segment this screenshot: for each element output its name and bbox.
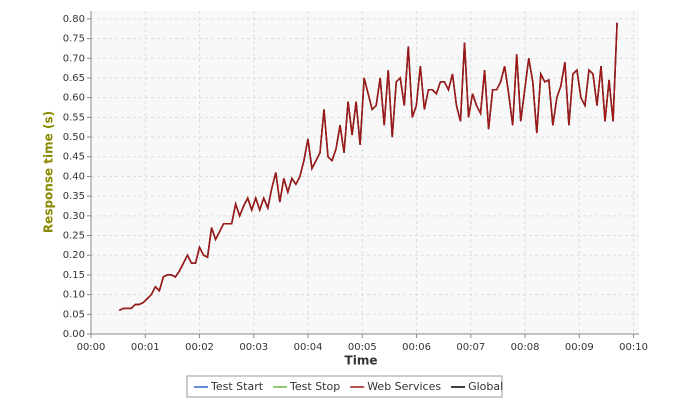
legend-label: Test Start bbox=[210, 380, 264, 393]
y-tick-label: 0.35 bbox=[63, 191, 85, 202]
x-tick-label: 00:05 bbox=[348, 342, 377, 353]
y-tick-label: 0.45 bbox=[63, 152, 85, 163]
x-tick-label: 00:09 bbox=[565, 342, 594, 353]
x-tick-label: 00:08 bbox=[511, 342, 540, 353]
y-tick-label: 0.30 bbox=[63, 211, 85, 222]
y-tick-label: 0.75 bbox=[63, 34, 85, 45]
y-tick-label: 0.80 bbox=[63, 14, 85, 25]
x-tick-label: 00:03 bbox=[239, 342, 268, 353]
x-tick-label: 00:00 bbox=[77, 342, 106, 353]
y-tick-label: 0.00 bbox=[63, 329, 85, 340]
legend-label: Test Stop bbox=[289, 380, 340, 393]
y-tick-label: 0.10 bbox=[63, 290, 85, 301]
x-tick-label: 00:06 bbox=[402, 342, 431, 353]
y-tick-label: 0.40 bbox=[63, 171, 85, 182]
x-tick-label: 00:02 bbox=[185, 342, 214, 353]
x-tick-label: 00:04 bbox=[294, 342, 323, 353]
y-tick-label: 0.60 bbox=[63, 93, 85, 104]
y-axis-label: Response time (s) bbox=[42, 111, 56, 233]
y-tick-label: 0.65 bbox=[63, 73, 85, 84]
plot-area bbox=[91, 11, 639, 334]
y-tick-label: 0.15 bbox=[63, 270, 85, 281]
y-tick-label: 0.55 bbox=[63, 112, 85, 123]
x-tick-label: 00:07 bbox=[456, 342, 485, 353]
y-tick-label: 0.50 bbox=[63, 132, 85, 143]
legend-label: Global bbox=[468, 380, 503, 393]
y-tick-label: 0.05 bbox=[63, 309, 85, 320]
legend bbox=[186, 375, 503, 398]
y-tick-label: 0.25 bbox=[63, 231, 85, 242]
x-tick-label: 00:10 bbox=[619, 342, 648, 353]
x-axis-label: Time bbox=[345, 354, 378, 368]
y-tick-label: 0.70 bbox=[63, 53, 85, 64]
legend-label: Web Services bbox=[367, 380, 441, 393]
y-tick-label: 0.20 bbox=[63, 250, 85, 261]
x-tick-label: 00:01 bbox=[131, 342, 160, 353]
series-line bbox=[118, 22, 618, 312]
